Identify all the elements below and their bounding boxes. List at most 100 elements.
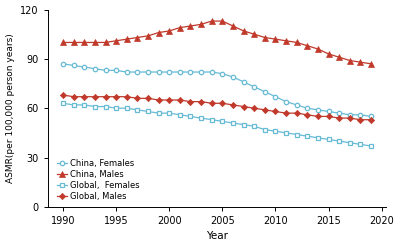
- China, Females: [369, 115, 374, 118]
- Global, Males: [209, 102, 214, 105]
- China, Females: [252, 85, 257, 88]
- Global, Males: [294, 112, 299, 115]
- China, Males: [252, 33, 257, 36]
- Global,  Females: [230, 122, 235, 124]
- China, Males: [241, 29, 246, 32]
- Global,  Females: [284, 131, 288, 134]
- China, Males: [316, 47, 320, 50]
- China, Females: [262, 90, 267, 93]
- China, Females: [220, 72, 225, 75]
- China, Females: [156, 71, 161, 74]
- China, Males: [230, 24, 235, 27]
- China, Females: [135, 71, 140, 74]
- Global,  Females: [114, 107, 118, 110]
- Global, Males: [178, 99, 182, 102]
- Global,  Females: [220, 120, 225, 123]
- Global, Males: [82, 95, 87, 98]
- Global,  Females: [316, 136, 320, 139]
- China, Males: [156, 31, 161, 34]
- Global,  Females: [135, 108, 140, 111]
- China, Males: [337, 56, 342, 59]
- China, Males: [167, 29, 172, 32]
- China, Males: [262, 36, 267, 39]
- Global,  Females: [273, 130, 278, 133]
- Global, Males: [369, 118, 374, 121]
- Global, Males: [199, 100, 204, 103]
- Global, Males: [230, 103, 235, 106]
- China, Females: [82, 66, 87, 69]
- Line: China, Males: China, Males: [60, 19, 374, 66]
- Global, Males: [156, 99, 161, 102]
- Line: Global,  Females: Global, Females: [61, 101, 373, 148]
- China, Females: [92, 67, 97, 70]
- Global,  Females: [358, 143, 363, 146]
- Global, Males: [348, 117, 352, 120]
- Global, Males: [358, 118, 363, 121]
- Global, Males: [103, 95, 108, 98]
- Global,  Females: [209, 118, 214, 121]
- China, Males: [82, 41, 87, 44]
- China, Females: [209, 71, 214, 74]
- China, Males: [305, 44, 310, 47]
- Global, Males: [71, 95, 76, 98]
- Global,  Females: [167, 112, 172, 115]
- Global,  Females: [199, 117, 204, 120]
- China, Females: [348, 113, 352, 116]
- Global, Males: [124, 95, 129, 98]
- Global,  Females: [294, 133, 299, 136]
- China, Females: [188, 71, 193, 74]
- China, Females: [241, 81, 246, 83]
- Global,  Females: [262, 128, 267, 131]
- Global, Males: [61, 94, 66, 97]
- China, Females: [358, 113, 363, 116]
- Global, Males: [241, 105, 246, 108]
- Line: Global, Males: Global, Males: [61, 93, 373, 122]
- Y-axis label: ASMR(per 100,000 person years): ASMR(per 100,000 person years): [6, 33, 14, 183]
- China, Males: [103, 41, 108, 44]
- Global, Males: [167, 99, 172, 102]
- China, Females: [103, 69, 108, 72]
- X-axis label: Year: Year: [206, 231, 228, 242]
- Global, Males: [146, 97, 150, 100]
- China, Females: [305, 107, 310, 110]
- China, Females: [199, 71, 204, 74]
- Global,  Females: [348, 141, 352, 144]
- China, Females: [284, 100, 288, 103]
- Global,  Females: [252, 125, 257, 128]
- Legend: China, Females, China, Males, Global,  Females, Global, Males: China, Females, China, Males, Global, Fe…: [55, 157, 142, 203]
- Line: China, Females: China, Females: [61, 62, 373, 119]
- China, Females: [71, 64, 76, 67]
- China, Females: [326, 110, 331, 113]
- Global,  Females: [156, 112, 161, 115]
- Global, Males: [273, 110, 278, 113]
- China, Males: [209, 20, 214, 22]
- China, Males: [71, 41, 76, 44]
- Global,  Females: [146, 110, 150, 113]
- Global,  Females: [326, 138, 331, 141]
- China, Females: [294, 103, 299, 106]
- Global, Males: [252, 107, 257, 110]
- Global,  Females: [103, 105, 108, 108]
- Global,  Females: [61, 102, 66, 105]
- China, Males: [135, 36, 140, 39]
- Global, Males: [114, 95, 118, 98]
- Global,  Females: [305, 135, 310, 138]
- China, Females: [167, 71, 172, 74]
- China, Males: [188, 24, 193, 27]
- China, Females: [230, 76, 235, 79]
- Global,  Females: [178, 113, 182, 116]
- Global,  Females: [92, 105, 97, 108]
- China, Males: [114, 39, 118, 42]
- China, Males: [294, 41, 299, 44]
- Global, Males: [220, 102, 225, 105]
- China, Females: [316, 108, 320, 111]
- China, Males: [199, 23, 204, 26]
- China, Males: [220, 20, 225, 22]
- Global, Males: [326, 115, 331, 118]
- China, Females: [124, 71, 129, 74]
- China, Males: [124, 38, 129, 41]
- Global,  Females: [188, 115, 193, 118]
- China, Males: [178, 26, 182, 29]
- China, Females: [114, 69, 118, 72]
- Global,  Females: [82, 103, 87, 106]
